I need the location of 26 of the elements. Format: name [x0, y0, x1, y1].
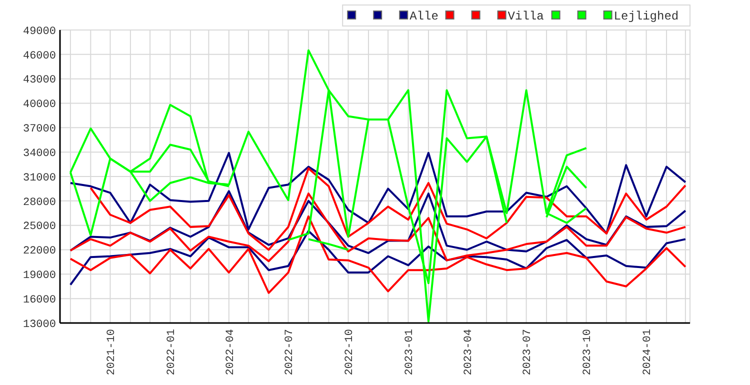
- y-tick-label: 34000: [22, 148, 56, 160]
- y-tick-label: 43000: [22, 74, 56, 87]
- y-tick-label: 46000: [22, 50, 56, 62]
- x-tick-label: 2023-07: [522, 329, 534, 376]
- legend-label: Alle: [410, 10, 438, 24]
- y-tick-label: 28000: [22, 196, 56, 209]
- y-tick-label: 37000: [22, 124, 56, 136]
- x-tick-label: 2022-10: [344, 329, 356, 376]
- x-tick-label: 2022-04: [224, 328, 237, 376]
- x-tick-label: 2023-01: [404, 328, 416, 376]
- y-tick-label: 13000: [22, 318, 56, 331]
- y-tick-label: 40000: [22, 99, 56, 112]
- legend-label: Lejlighed: [614, 10, 679, 24]
- x-tick-label: 2024-01: [642, 328, 654, 376]
- y-tick-label: 31000: [22, 172, 56, 184]
- x-tick-label: 2021-10: [106, 329, 118, 376]
- y-tick-label: 22000: [22, 246, 56, 258]
- y-tick-label: 19000: [22, 270, 56, 282]
- y-tick-label: 49000: [22, 26, 56, 38]
- x-tick-label: 2022-07: [284, 329, 296, 376]
- legend-label: Villa: [508, 10, 544, 24]
- y-tick-label: 25000: [22, 221, 56, 234]
- y-tick-label: 16000: [22, 294, 56, 306]
- x-tick-label: 2023-10: [582, 329, 594, 376]
- x-tick-label: 2023-04: [462, 328, 475, 376]
- x-tick-label: 2022-01: [166, 328, 178, 376]
